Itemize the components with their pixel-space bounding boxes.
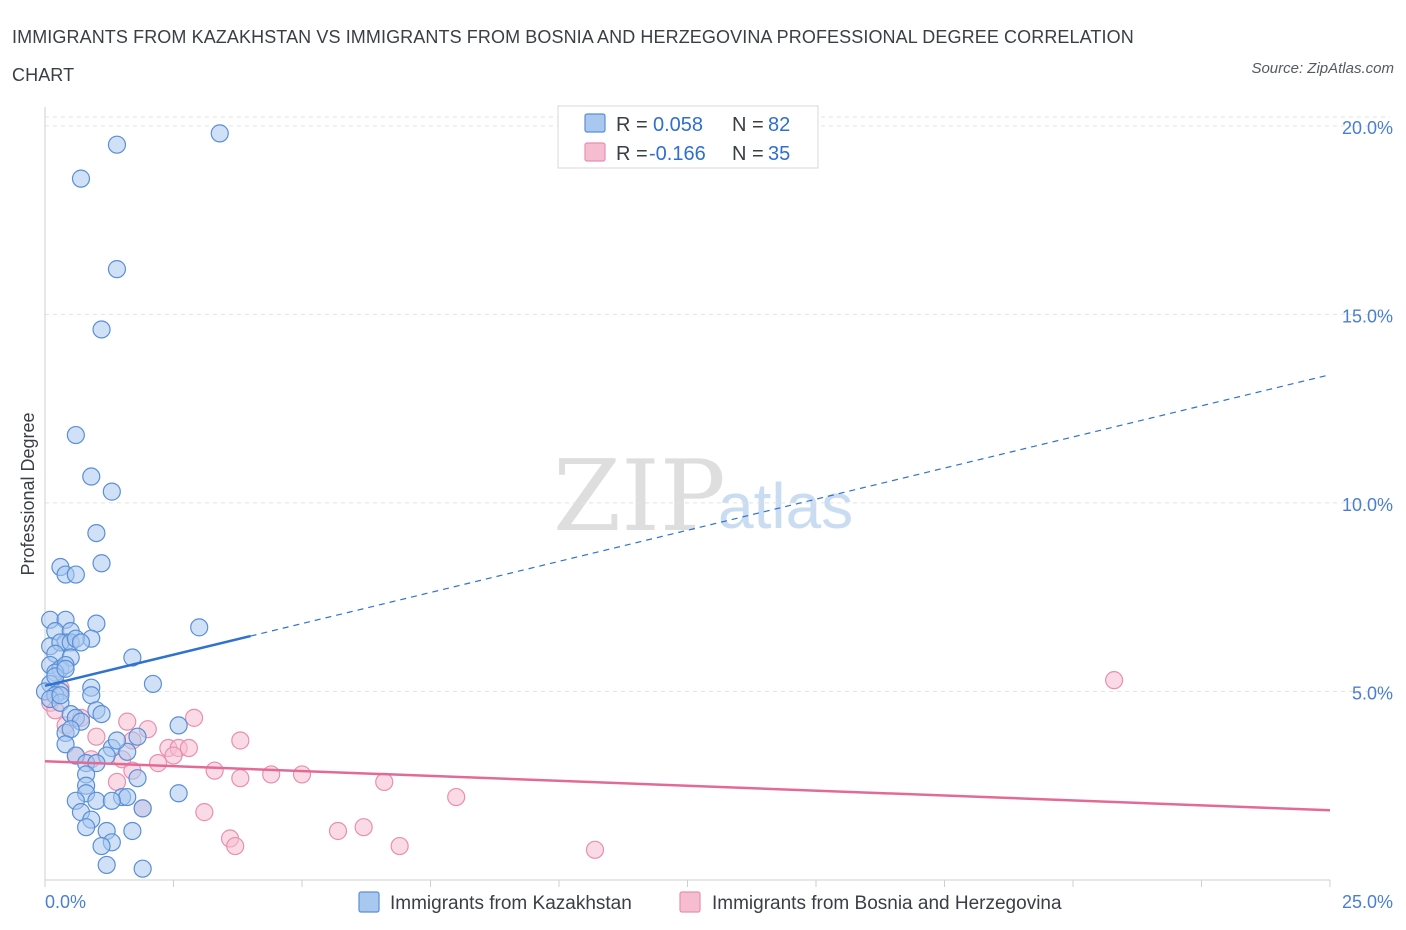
data-point-kazakhstan <box>97 855 116 875</box>
bottom-legend-label-kazakhstan: Immigrants from Kazakhstan <box>390 893 632 914</box>
data-point-kazakhstan <box>77 818 96 837</box>
grid <box>45 116 1390 692</box>
trend-line-kazakhstan-dashed <box>250 374 1331 637</box>
correlation-legend: R = 0.058 N = 82 R = -0.166 N = 35 <box>557 105 819 169</box>
watermark: ZIP atlas <box>553 440 853 554</box>
chart-title: IMMIGRANTS FROM KAZAKHSTAN VS IMMIGRANTS… <box>12 27 1134 85</box>
data-point-bosnia <box>164 746 183 765</box>
y-tick-label: 10.0% <box>1342 495 1393 515</box>
bottom-legend-swatch-kazakhstan <box>358 891 380 913</box>
x-tick-label: 25.0% <box>1342 892 1393 912</box>
data-point-kazakhstan <box>87 791 106 810</box>
data-point-kazakhstan <box>82 686 101 705</box>
bottom-legend-swatch-bosnia <box>679 891 701 913</box>
series-kazakhstan-points <box>35 124 229 878</box>
axes <box>44 107 1331 887</box>
data-point-kazakhstan <box>92 554 111 573</box>
legend-r-label-kazakhstan: R = <box>616 114 648 136</box>
y-tick-label: 20.0% <box>1342 118 1393 138</box>
data-point-kazakhstan <box>133 799 152 818</box>
data-point-bosnia <box>226 836 245 856</box>
data-point-kazakhstan <box>71 633 91 652</box>
data-point-bosnia <box>585 840 605 859</box>
data-point-kazakhstan <box>92 704 111 724</box>
data-point-kazakhstan <box>51 686 70 705</box>
data-point-kazakhstan <box>118 742 137 761</box>
data-point-bosnia <box>292 765 312 784</box>
x-tick-label: 0.0% <box>45 892 86 912</box>
data-point-kazakhstan <box>107 731 127 750</box>
data-point-bosnia <box>118 712 137 731</box>
data-point-kazakhstan <box>143 674 163 694</box>
legend-n-value-bosnia: 35 <box>768 143 790 165</box>
data-point-bosnia <box>195 803 214 822</box>
data-point-kazakhstan <box>190 618 209 637</box>
data-point-kazakhstan <box>210 124 229 143</box>
data-point-kazakhstan <box>61 720 80 739</box>
data-point-kazakhstan <box>56 735 75 754</box>
data-point-bosnia <box>231 731 250 750</box>
data-point-bosnia <box>179 738 199 758</box>
legend-n-value-kazakhstan: 82 <box>768 114 790 136</box>
trend-lines <box>44 374 1331 812</box>
source-credit: Source: ZipAtlas.com <box>1251 60 1394 77</box>
data-point-kazakhstan <box>118 787 137 807</box>
data-point-bosnia <box>231 769 250 788</box>
legend-r-label-bosnia: R = <box>616 143 648 165</box>
data-point-kazakhstan <box>102 791 121 810</box>
data-point-kazakhstan <box>123 648 142 667</box>
legend-swatch-kazakhstan <box>584 113 606 133</box>
data-point-kazakhstan <box>87 523 106 543</box>
data-point-kazakhstan <box>92 320 111 339</box>
data-point-kazakhstan <box>128 727 147 746</box>
x-tick-labels: 0.0% 25.0% <box>45 892 1393 912</box>
data-point-bosnia <box>107 772 127 792</box>
data-point-bosnia <box>447 787 466 807</box>
data-point-bosnia <box>1105 671 1124 690</box>
data-point-kazakhstan <box>56 659 75 678</box>
data-point-kazakhstan <box>133 859 152 878</box>
data-point-kazakhstan <box>66 425 85 445</box>
y-tick-label: 15.0% <box>1342 306 1393 326</box>
data-point-bosnia <box>328 821 348 841</box>
data-point-kazakhstan <box>66 565 85 584</box>
data-point-kazakhstan <box>87 614 106 633</box>
data-point-bosnia <box>375 772 394 792</box>
y-tick-label: 5.0% <box>1352 683 1393 703</box>
data-point-kazakhstan <box>123 821 142 841</box>
data-point-bosnia <box>184 708 204 727</box>
data-point-bosnia <box>205 761 224 780</box>
legend-swatch-bosnia <box>584 142 606 162</box>
legend-n-label-kazakhstan: N = <box>732 114 764 136</box>
legend-r-value-bosnia: -0.166 <box>649 143 706 165</box>
data-point-kazakhstan <box>92 836 111 856</box>
series-bosnia-points <box>41 671 1124 859</box>
y-tick-labels: 5.0% 10.0% 15.0% 20.0% <box>1342 118 1393 704</box>
data-point-bosnia <box>354 818 373 837</box>
data-point-bosnia <box>87 727 106 746</box>
data-point-kazakhstan <box>71 169 91 188</box>
bottom-legend-label-bosnia: Immigrants from Bosnia and Herzegovina <box>712 893 1062 914</box>
data-point-kazakhstan <box>169 716 188 735</box>
data-point-bosnia <box>148 754 168 773</box>
data-point-kazakhstan <box>102 482 121 501</box>
data-point-kazakhstan <box>107 135 127 154</box>
data-point-bosnia <box>390 836 409 856</box>
series-legend: Immigrants from Kazakhstan Immigrants fr… <box>358 891 1062 914</box>
data-point-kazakhstan <box>169 784 188 803</box>
y-axis-label: Professional Degree <box>18 412 38 575</box>
data-point-kazakhstan <box>107 260 127 279</box>
legend-n-label-bosnia: N = <box>732 143 764 165</box>
legend-r-value-kazakhstan: 0.058 <box>653 114 703 136</box>
trend-line-kazakhstan-solid <box>44 634 251 688</box>
trend-line-bosnia <box>44 759 1331 812</box>
data-point-kazakhstan <box>82 467 101 486</box>
data-point-kazakhstan <box>128 769 147 788</box>
watermark-zip: ZIP <box>553 440 726 554</box>
